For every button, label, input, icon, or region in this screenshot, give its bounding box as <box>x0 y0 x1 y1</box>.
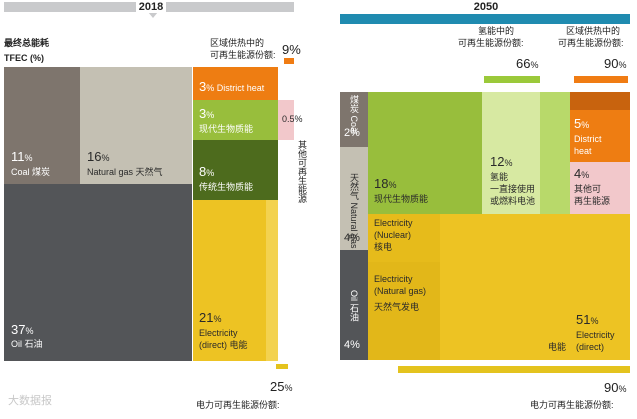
elec-2018-name1: Electricity <box>199 328 238 338</box>
dh-2050-pct: 5 <box>574 116 582 131</box>
dh-share-2018-val: 9% <box>282 42 301 57</box>
dh-share-2050-l1: 区域供热中的 <box>566 26 621 36</box>
dh-2050-nonrenew <box>570 92 630 110</box>
el-share-2018-val: 25 <box>270 379 285 394</box>
block-gas-2018: 16% Natural gas 天然气 <box>80 67 192 184</box>
other-2018-pct: 0.5% <box>282 114 303 124</box>
h2-share-l2: 可再生能源份额: <box>458 38 524 48</box>
dh-share-2050-l2: 可再生能源份额: <box>558 38 624 48</box>
ng-n3: 天然气发电 <box>374 302 420 312</box>
elec-nuclear-2050: Electricity (Nuclear) 核电 <box>368 214 440 262</box>
ylabel-line2: TFEC (%) <box>4 53 44 63</box>
nuc-n2: (Nuclear) <box>374 230 412 240</box>
other-2050-n2: 再生能源 <box>574 196 611 206</box>
other-2050-pct: 4 <box>574 166 582 181</box>
block-districtheat-2050: 5% District heat <box>570 92 630 162</box>
watermark: 大数据报 <box>8 395 52 407</box>
block-oil-2018: 37% Oil 石油 <box>4 184 192 361</box>
trad-2018-name: 传统生物质能 <box>199 182 254 192</box>
nuc-n1: Electricity <box>374 218 413 228</box>
dh-2018-name: District heat <box>216 83 265 93</box>
dh-2018-pct: 3 <box>199 79 207 94</box>
h2-2050-n2: 一直接使用 <box>490 184 536 194</box>
elec-2018-pct: 21 <box>199 310 214 325</box>
block-coal-2018: 11% Coal 煤炭 <box>4 67 80 184</box>
dh-share-2050-bar <box>574 76 628 83</box>
coal-2050-pct: 2% <box>344 127 360 139</box>
elec-2018-renew-part <box>266 200 278 361</box>
trad-2018-pct: 8 <box>199 164 207 179</box>
gas-2050-name: 天然气 Natural gas <box>349 173 359 249</box>
block-modbio-2018: 3% 现代生物质能 <box>193 100 278 140</box>
bio-2050-name: 现代生物质能 <box>374 194 429 204</box>
bio-2050-pct: 18 <box>374 176 389 191</box>
oil-2018-pct: 37 <box>11 322 26 337</box>
dh-share-2018-bar <box>284 58 294 64</box>
gas-2018-name: Natural gas 天然气 <box>87 167 163 177</box>
elec-2050-n2: (direct) <box>576 342 605 352</box>
year-bar-2050 <box>340 14 630 24</box>
dh-2050-n2: heat <box>574 146 592 156</box>
el-share-2050-lbl: 电力可再生能源份额: <box>530 400 614 410</box>
bio-2018-pct: 3 <box>199 106 207 121</box>
other-2050-n1: 其他可 <box>574 184 602 194</box>
ylabel-line1: 最终总能耗 <box>4 38 50 48</box>
bio-2018-name: 现代生物质能 <box>199 124 254 134</box>
gas-2050-pct: 4% <box>344 232 360 244</box>
block-elec-2050: Electricity (Nuclear) 核电 Electricity (Na… <box>368 214 630 360</box>
elec-2050-cn: 电能 <box>548 342 567 352</box>
block-otherrenew-2050: 4% 其他可 再生能源 <box>570 162 630 214</box>
elec-2050-n1: Electricity <box>576 330 615 340</box>
oil-2050-pct: 4% <box>344 339 360 351</box>
other-renew-vert-label: 其他可再生能源 <box>297 140 307 203</box>
dh-2050-n1: District <box>574 134 602 144</box>
year-label-2050: 2050 <box>473 1 499 13</box>
year-label-2018: 2018 <box>136 2 166 13</box>
elec-2018-name2: (direct) 电能 <box>199 340 248 350</box>
gas-2018-pct: 16 <box>87 149 102 164</box>
h2-renew-part <box>540 92 570 214</box>
elec-gas-2050: Electricity (Natural gas) 天然气发电 <box>368 262 440 360</box>
el-share-2018-marker <box>276 364 288 369</box>
ng-n1: Electricity <box>374 274 413 284</box>
coal-2050-name: 煤炭 Coal <box>349 95 359 135</box>
el-share-2050-bar <box>398 366 630 373</box>
h2-share-l1: 氢能中的 <box>478 26 515 36</box>
year-bar-2018-notch <box>148 12 158 18</box>
h2-2050-n3: 或燃料电池 <box>490 196 536 206</box>
block-gas-2050: 天然气 Natural gas 4% <box>340 147 368 250</box>
elec-2050-pct: 51 <box>576 312 591 327</box>
oil-2050-name: Oil 石油 <box>349 290 359 322</box>
h2-share-val: 66 <box>516 56 531 71</box>
block-oil-2050: Oil 石油 4% <box>340 250 368 360</box>
h2-share-bar <box>484 76 540 83</box>
ng-n2: (Natural gas) <box>374 286 427 296</box>
coal-2018-pct: 11 <box>11 149 25 164</box>
block-tradbio-2018: 8% 传统生物质能 <box>193 140 278 200</box>
block-districtheat-2018: 3% District heat <box>193 67 278 100</box>
block-hydrogen-2050: 12% 氢能 一直接使用 或燃料电池 <box>482 92 570 214</box>
dh-share-2050-val: 90 <box>604 56 619 71</box>
block-coal-2050: 煤炭 Coal 2% <box>340 92 368 147</box>
block-modbio-2050: 18% 现代生物质能 <box>368 92 482 214</box>
dh-share-2018-l2: 可再生能源份额: <box>210 50 276 60</box>
h2-2050-pct: 12 <box>490 154 505 169</box>
block-elec-2018: 21% Electricity (direct) 电能 <box>193 200 278 361</box>
h2-2050-n1: 氢能 <box>490 172 509 182</box>
dh-share-2018-l1: 区域供热中的 <box>210 38 265 48</box>
coal-2018-name: Coal 煤炭 <box>11 167 51 177</box>
oil-2018-name: Oil 石油 <box>11 339 43 349</box>
block-otherrenew-2018 <box>278 100 294 140</box>
nuc-n3: 核电 <box>374 242 393 252</box>
el-share-2018-lbl: 电力可再生能源份额: <box>196 400 280 410</box>
el-share-2050-val: 90 <box>604 380 619 395</box>
